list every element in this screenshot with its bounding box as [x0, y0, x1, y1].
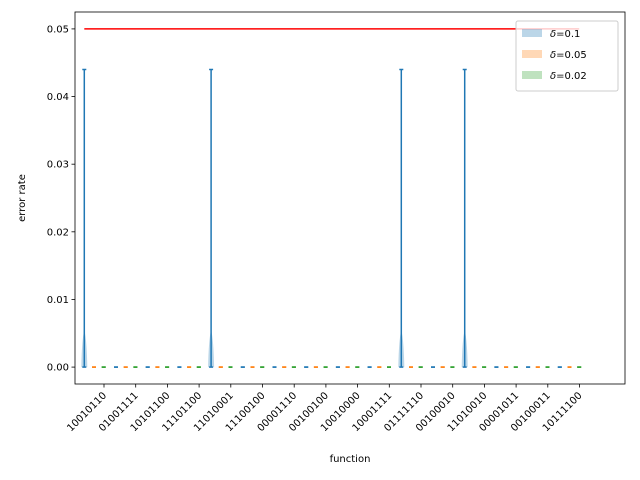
legend-label-value: =0.1 [556, 29, 580, 40]
y-tick-label: 0.02 [47, 227, 69, 238]
y-tick-label: 0.05 [47, 24, 69, 35]
chart-marks [81, 28, 582, 368]
legend: δ=0.1δ=0.05δ=0.02 [515, 20, 619, 92]
y-tick-label: 0.03 [47, 160, 69, 171]
legend-label: δ=0.1 [550, 29, 580, 40]
legend-label-value: =0.05 [556, 50, 587, 61]
legend-label: δ=0.02 [550, 71, 587, 82]
y-axis-title: error rate [17, 174, 28, 222]
legend-label-prefix: δ [550, 29, 556, 40]
legend-swatch [522, 71, 542, 79]
legend-swatch [522, 50, 542, 58]
legend-box [515, 20, 619, 92]
plot-frame [74, 11, 626, 385]
y-tick-label: 0.00 [47, 363, 69, 374]
legend-label: δ=0.05 [550, 50, 587, 61]
legend-label-value: =0.02 [556, 71, 587, 82]
legend-label-prefix: δ [550, 50, 556, 61]
legend-label-prefix: δ [550, 71, 556, 82]
x-axis-title: function [330, 454, 371, 465]
y-tick-label: 0.04 [47, 92, 69, 103]
legend-swatch [522, 29, 542, 37]
y-tick-label: 0.01 [47, 295, 69, 306]
